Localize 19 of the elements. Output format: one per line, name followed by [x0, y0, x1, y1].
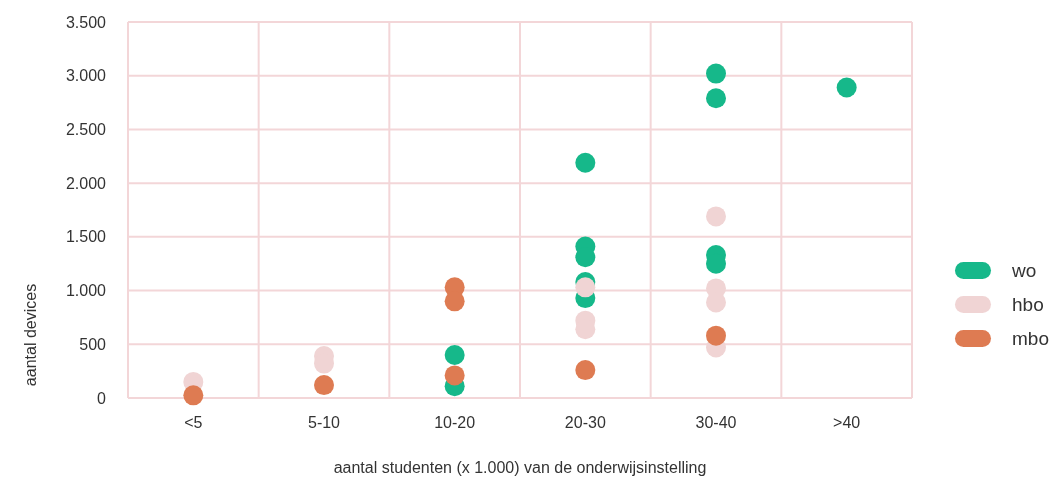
y-tick-label: 3.000	[65, 67, 107, 85]
x-tick-label: 20-30	[564, 414, 606, 431]
x-axis-title: aantal studenten (x 1.000) van de onderwijsinstelling	[333, 459, 707, 476]
y-tick-label: 500	[79, 335, 107, 353]
x-tick-label: 5-10	[307, 414, 341, 431]
y-tick-label: 1.500	[65, 228, 107, 246]
legend-label: mbo	[1012, 327, 1049, 349]
y-axis-title: aantal devices	[22, 283, 39, 387]
legend-label: wo	[1011, 259, 1037, 281]
y-tick-label: 1.000	[65, 282, 107, 300]
y-tick-label: 2.500	[65, 121, 107, 139]
x-tick-label: >40	[833, 414, 861, 431]
y-tick-label: 2.000	[65, 174, 107, 192]
x-tick-label: 30-40	[695, 414, 737, 431]
legend-label: hbo	[1012, 293, 1044, 315]
y-tick-label: 3.500	[65, 13, 107, 31]
x-tick-label: <5	[184, 414, 203, 431]
x-tick-label: 10-20	[434, 414, 476, 431]
y-tick-label: 0	[97, 389, 107, 407]
